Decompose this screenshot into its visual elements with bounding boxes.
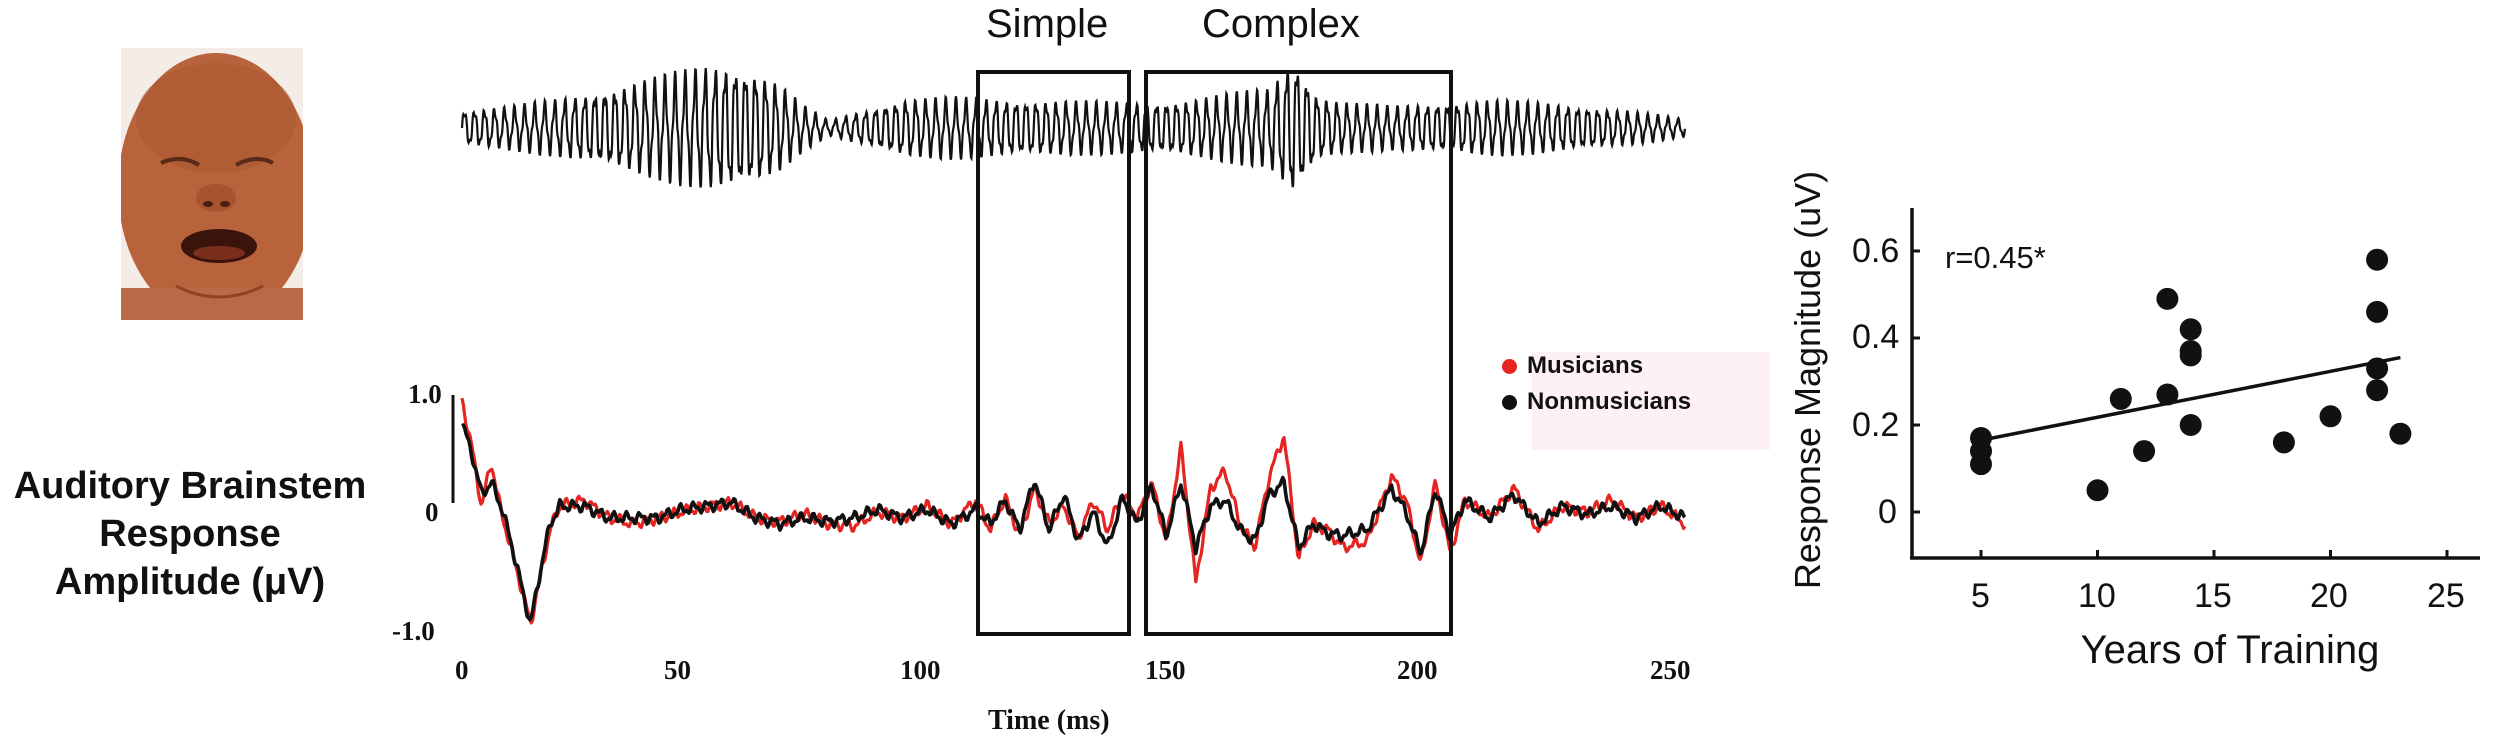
scatter-x-axis-label: Years of Training bbox=[2080, 628, 2380, 672]
complex-region-label: Complex bbox=[1202, 2, 1360, 46]
simple-region-label: Simple bbox=[986, 2, 1109, 46]
scatter-xtick: 10 bbox=[2078, 577, 2116, 615]
abr-ylabel-line2: Response bbox=[99, 513, 281, 555]
infant-photo bbox=[121, 48, 303, 320]
abr-xtick: 200 bbox=[1397, 655, 1438, 685]
scatter-xtick: 25 bbox=[2427, 577, 2465, 615]
abr-ylabel-line3: Amplitude (μV) bbox=[54, 561, 326, 603]
legend-label: Musicians bbox=[1527, 352, 1644, 379]
scatter-ytick: 0.4 bbox=[1852, 318, 1900, 356]
abr-xtick: 100 bbox=[900, 655, 941, 685]
abr-xtick: 250 bbox=[1650, 655, 1691, 685]
black-dot-icon bbox=[1502, 394, 1517, 410]
stimulus-waveform bbox=[460, 67, 1687, 188]
abr-y-axis-label: Auditory Brainstem Response Amplitude (μ… bbox=[0, 462, 380, 606]
region-boxes bbox=[976, 70, 1453, 636]
scatter-xtick: 15 bbox=[2194, 577, 2232, 615]
legend-label: Nonmusicians bbox=[1527, 388, 1692, 415]
abr-x-axis-label: Time (ms) bbox=[988, 705, 1110, 736]
red-dot-icon bbox=[1502, 358, 1517, 374]
scatter-ytick: 0.6 bbox=[1852, 232, 1900, 270]
abr-xtick: 0 bbox=[455, 655, 469, 685]
infant-face-icon bbox=[121, 48, 303, 320]
scatter-ytick: 0.2 bbox=[1852, 406, 1900, 444]
abr-xtick: 50 bbox=[664, 655, 691, 685]
abr-ytick-minus1: -1.0 bbox=[392, 616, 435, 646]
abr-ytick-1: 1.0 bbox=[408, 379, 442, 409]
scatter-xtick: 20 bbox=[2310, 577, 2348, 615]
legend-item-nonmusicians: Nonmusicians bbox=[1502, 388, 1691, 416]
abr-ytick-0: 0 bbox=[425, 497, 439, 527]
scatter-y-axis-label: Response Magnitude (uV) bbox=[1787, 170, 1828, 590]
legend-item-musicians: Musicians bbox=[1502, 352, 1643, 380]
scatter-ytick: 0 bbox=[1878, 493, 1897, 531]
scatter-plot bbox=[1910, 208, 2480, 560]
abr-ylabel-line1: Auditory Brainstem bbox=[13, 465, 367, 507]
abr-traces bbox=[451, 395, 1687, 625]
correlation-annotation: r=0.45* bbox=[1945, 240, 2046, 275]
scatter-xtick: 5 bbox=[1971, 577, 1990, 615]
legend-background bbox=[1532, 352, 1770, 450]
abr-xtick: 150 bbox=[1145, 655, 1186, 685]
